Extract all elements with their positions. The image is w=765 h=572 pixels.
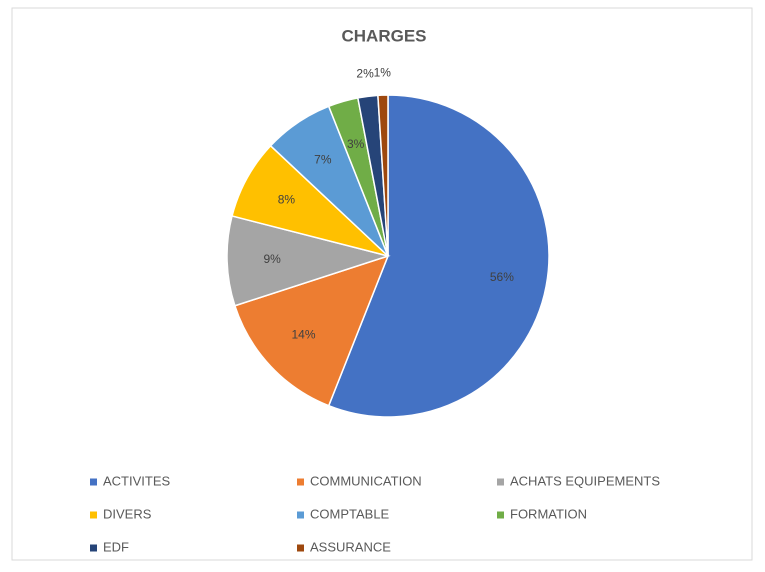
chart-title: CHARGES: [341, 26, 426, 45]
data-label: 14%: [291, 328, 315, 342]
legend-marker: [497, 511, 504, 519]
pie-slice: [226, 215, 391, 307]
data-label: 56%: [490, 270, 514, 284]
legend-marker: [90, 511, 97, 519]
data-label: 7%: [314, 152, 332, 166]
legend-label: ASSURANCE: [310, 539, 391, 554]
pie-slice: [377, 94, 389, 257]
data-label: 8%: [278, 192, 296, 206]
legend-label: FORMATION: [510, 506, 587, 521]
legend-marker: [297, 478, 304, 486]
legend-marker: [497, 478, 504, 486]
legend-label: ACHATS EQUIPEMENTS: [510, 473, 660, 488]
legend-label: COMMUNICATION: [310, 473, 422, 488]
data-label: 2%: [356, 67, 374, 81]
legend-label: ACTIVITES: [103, 473, 171, 488]
data-label: 9%: [263, 252, 281, 266]
legend-marker: [297, 544, 304, 552]
pie-slice: [327, 94, 550, 418]
legend-marker: [90, 478, 97, 486]
legend-label: DIVERS: [103, 506, 152, 521]
legend-marker: [90, 544, 97, 552]
legend-label: COMPTABLE: [310, 506, 390, 521]
data-label: 1%: [374, 65, 392, 79]
legend-marker: [297, 511, 304, 519]
data-label: 3%: [347, 137, 365, 151]
legend-label: EDF: [103, 539, 129, 554]
